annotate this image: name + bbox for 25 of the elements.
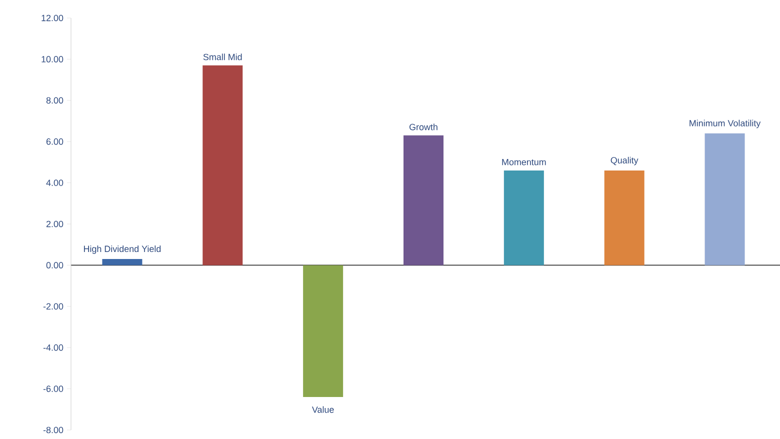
x-tick-label: Value bbox=[312, 406, 334, 413]
y-tick-label: 2.00 bbox=[46, 220, 64, 228]
x-tick-label: Growth bbox=[409, 124, 438, 130]
y-tick-label: 6.00 bbox=[46, 138, 64, 145]
bar bbox=[504, 170, 544, 266]
bar bbox=[604, 170, 644, 266]
y-tick-label: -6.00 bbox=[43, 386, 64, 392]
y-tick-label: 0.00 bbox=[46, 262, 64, 268]
y-tick-label: -8.00 bbox=[43, 426, 64, 434]
bar bbox=[303, 265, 344, 398]
y-tick-label: -4.00 bbox=[43, 344, 64, 351]
bar bbox=[202, 65, 243, 266]
x-tick-label: Momentum bbox=[502, 158, 546, 166]
x-tick-label: Minimum Volatility bbox=[690, 120, 761, 128]
x-tick-label: Quality bbox=[610, 156, 638, 166]
bar bbox=[102, 259, 142, 266]
y-tick-label: 4.00 bbox=[46, 180, 64, 186]
x-tick-label: Small Mid bbox=[203, 54, 242, 60]
bar bbox=[403, 135, 444, 266]
y-tick-label: 12.00 bbox=[42, 14, 64, 22]
bar bbox=[704, 133, 745, 266]
y-tick-label: 8.00 bbox=[46, 97, 64, 104]
y-tick-label: 10.00 bbox=[42, 56, 64, 62]
y-tick-label: -2.00 bbox=[43, 303, 64, 310]
x-tick-label: High Dividend Yield bbox=[84, 245, 161, 254]
